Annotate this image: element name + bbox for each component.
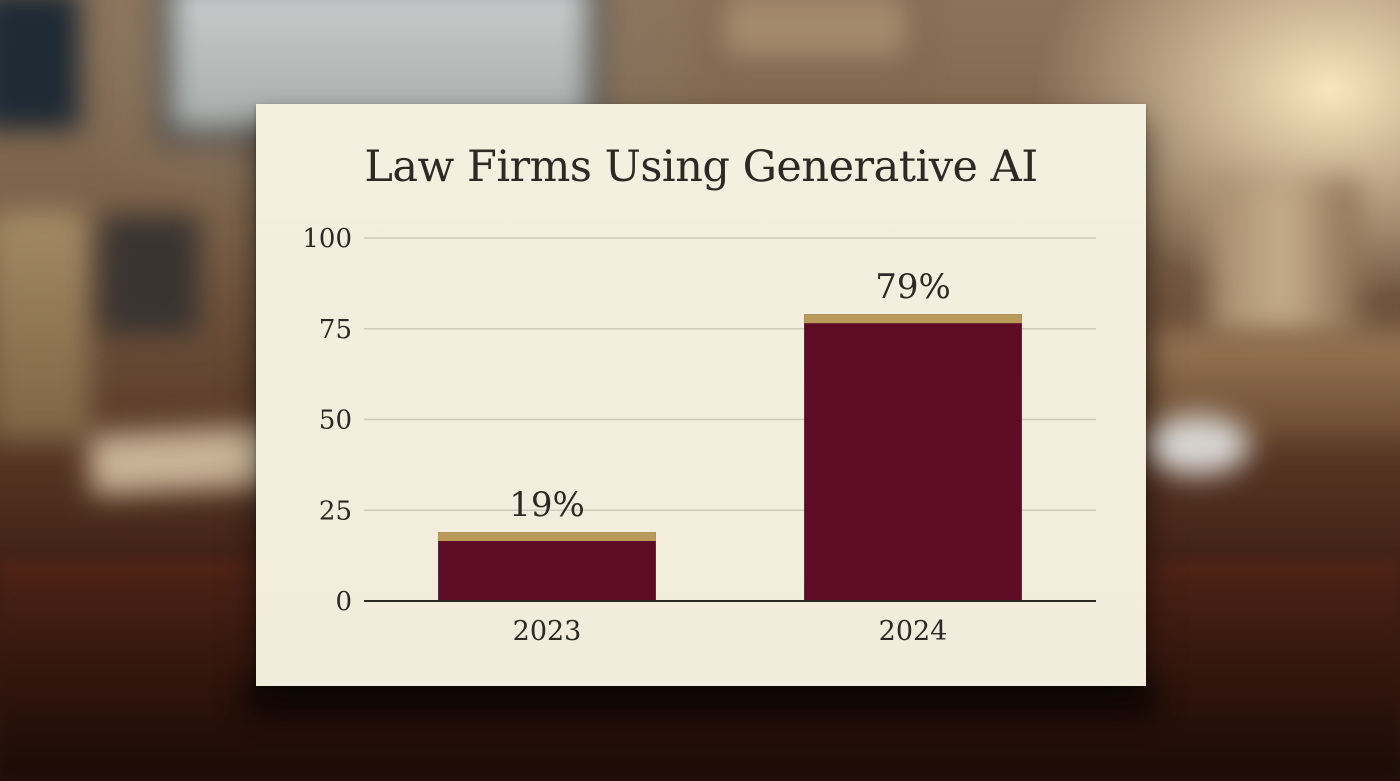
y-tick-label-100: 100 [302,224,352,254]
y-axis-ticks: 0 25 50 75 100 [302,224,352,617]
x-axis-labels: 2023 2024 [513,616,948,647]
background-picture-frame [720,0,910,60]
y-tick-label-50: 50 [319,406,352,436]
x-tick-label-2024: 2024 [879,616,948,647]
bar-chart: 0 25 50 75 100 19% 79% 2023 2024 [302,224,1096,647]
card-shadow [240,680,1160,720]
y-tick-label-75: 75 [319,315,352,345]
background-mouse [1145,415,1250,475]
y-tick-label-0: 0 [335,587,352,617]
background-cup [100,215,200,335]
bar-2023 [438,532,656,601]
background-lamp [0,210,90,440]
data-label-2023: 19% [509,485,585,525]
bar-cap-2024 [804,314,1022,324]
background-monitor-left [0,0,80,130]
data-label-2024: 79% [875,267,951,307]
y-tick-label-25: 25 [319,496,352,526]
chart-card: Law Firms Using Generative AI 0 25 50 75 100… [256,104,1146,686]
background-books-upright [1210,180,1360,340]
x-tick-label-2023: 2023 [513,616,582,647]
bar-2024 [804,314,1022,601]
data-labels: 19% 79% [509,267,951,525]
bar-cap-2023 [438,532,656,542]
bars [438,314,1022,601]
chart-title: Law Firms Using Generative AI [364,142,1038,192]
